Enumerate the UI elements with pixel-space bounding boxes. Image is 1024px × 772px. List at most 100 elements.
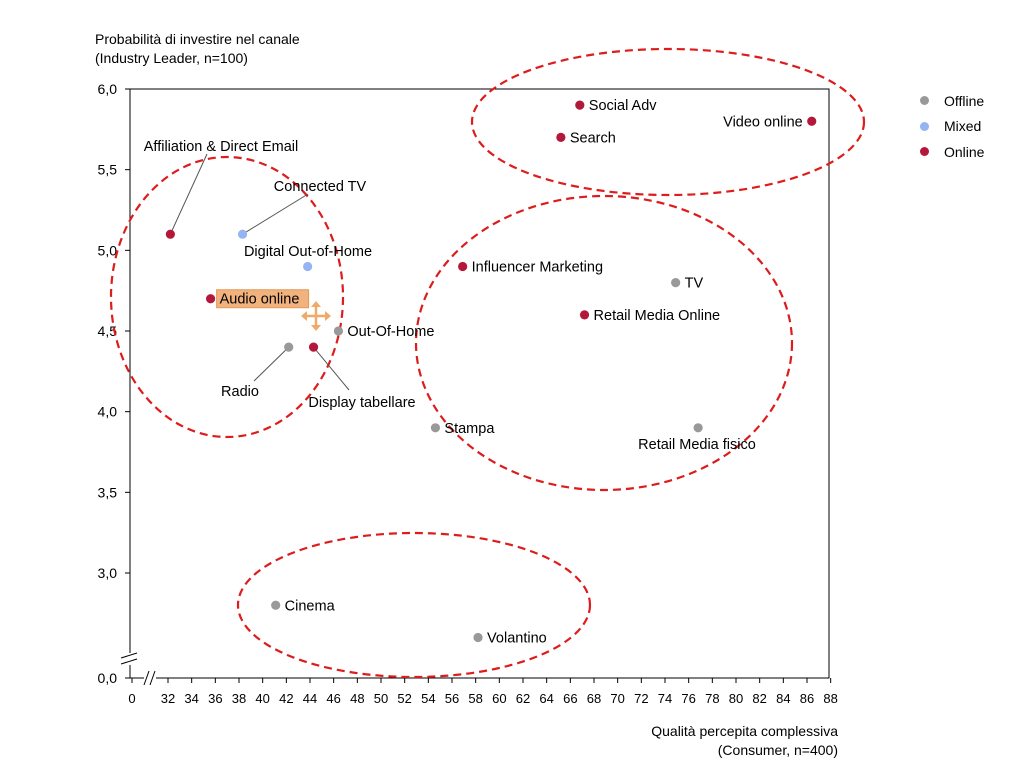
- x-tick-label: 62: [516, 691, 530, 706]
- x-axis-title-line2: (Consumer, n=400): [717, 742, 838, 758]
- data-point: [807, 116, 817, 126]
- point-label: Affiliation & Direct Email: [144, 139, 298, 155]
- x-tick-label: 70: [610, 691, 624, 706]
- y-axis-title-line1: Probabilità di investire nel canale: [95, 31, 300, 47]
- x-tick-label: 54: [421, 691, 435, 706]
- point-label: Display tabellare: [308, 395, 415, 411]
- data-point: [206, 294, 216, 304]
- y-axis-break-mark: [120, 658, 138, 665]
- label-highlight-box: [216, 289, 310, 309]
- leader-line: [253, 346, 290, 382]
- point-label: Cinema: [285, 598, 336, 614]
- x-axis-title-line1: Qualità percepita complessiva: [651, 723, 838, 739]
- y-tick-label: 4,5: [98, 323, 118, 339]
- data-point: [579, 310, 590, 320]
- data-point: [693, 423, 703, 433]
- x-axis-title: Qualità percepita complessiva (Consumer,…: [651, 722, 838, 760]
- data-point: [237, 229, 248, 239]
- data-point: [473, 632, 483, 643]
- leader-line: [313, 346, 350, 391]
- x-tick-label: 48: [350, 691, 364, 706]
- legend-marker-online: [920, 147, 929, 157]
- x-tick-label: 46: [326, 691, 340, 706]
- point-label: Search: [570, 130, 616, 146]
- point-label: Connected TV: [274, 179, 367, 195]
- data-point: [333, 326, 343, 336]
- x-tick-label: 32: [161, 691, 175, 706]
- y-axis-break-mark: [120, 652, 138, 659]
- point-label: Radio: [221, 384, 259, 400]
- cluster-ellipse: [414, 194, 794, 492]
- data-point: [308, 342, 319, 352]
- point-label: Social Adv: [589, 98, 657, 114]
- x-tick-label: 36: [208, 691, 222, 706]
- y-axis-title-line2: (Industry Leader, n=100): [95, 50, 248, 66]
- move-cursor-arrow: [301, 311, 307, 321]
- legend-item-online: Online: [920, 139, 984, 165]
- x-tick-label: 78: [705, 691, 719, 706]
- point-label: Influencer Marketing: [472, 259, 603, 275]
- y-tick-label: 3,5: [98, 484, 118, 500]
- x-tick-label: 60: [492, 691, 506, 706]
- point-label: Audio online: [220, 292, 300, 308]
- legend-marker-mixed: [920, 121, 929, 131]
- y-tick-label: 0,0: [98, 670, 118, 686]
- x-tick-label: 66: [563, 691, 577, 706]
- y-tick-label: 4,0: [98, 404, 118, 420]
- data-point: [284, 342, 294, 352]
- x-tick-label: 58: [468, 691, 482, 706]
- cluster-ellipse: [470, 47, 866, 197]
- x-tick-label: 0: [128, 691, 135, 706]
- x-axis-break-gap: [144, 670, 156, 686]
- x-axis-break-mark: [149, 670, 156, 686]
- point-label: Volantino: [487, 631, 547, 647]
- data-point: [458, 261, 468, 272]
- x-tick-label: 74: [658, 691, 672, 706]
- y-axis-title: Probabilità di investire nel canale (Ind…: [95, 30, 300, 68]
- x-tick-label: 80: [729, 691, 743, 706]
- plot-frame: [129, 88, 830, 679]
- x-tick-label: 52: [397, 691, 411, 706]
- data-point: [430, 423, 441, 433]
- y-axis-break-gap: [121, 653, 139, 665]
- x-tick-label: 68: [587, 691, 601, 706]
- x-tick-label: 50: [374, 691, 388, 706]
- move-cursor-arrow: [311, 301, 321, 307]
- legend-label-mixed: Mixed: [944, 118, 982, 135]
- leader-line: [169, 153, 208, 235]
- x-axis-break-mark: [143, 670, 150, 686]
- data-point: [671, 278, 681, 288]
- point-label: Digital Out-of-Home: [244, 244, 372, 260]
- y-tick-label: 3,0: [98, 565, 118, 581]
- x-tick-label: 88: [823, 691, 837, 706]
- point-label: Retail Media Online: [594, 308, 721, 324]
- legend-label-offline: Offline: [944, 92, 985, 109]
- move-cursor-icon: [301, 301, 331, 331]
- data-point: [165, 229, 175, 239]
- data-point: [556, 132, 566, 142]
- y-tick-label: 5,0: [98, 242, 118, 258]
- cluster-ellipse: [109, 155, 345, 439]
- x-tick-label: 86: [800, 691, 814, 706]
- data-point: [303, 261, 313, 272]
- point-label: TV: [685, 276, 704, 292]
- x-tick-label: 34: [184, 691, 198, 706]
- point-label: Stampa: [444, 421, 495, 437]
- data-point: [575, 100, 585, 110]
- leader-line: [242, 193, 309, 235]
- point-label: Retail Media fisico: [638, 437, 756, 453]
- y-tick-label: 6,0: [98, 81, 118, 97]
- point-label: Video online: [723, 114, 803, 130]
- cluster-ellipse: [236, 531, 592, 679]
- x-tick-label: 84: [776, 691, 790, 706]
- x-tick-label: 40: [255, 691, 269, 706]
- x-tick-label: 82: [752, 691, 766, 706]
- data-point: [271, 600, 281, 610]
- legend-label-online: Online: [944, 143, 985, 160]
- x-tick-label: 64: [539, 691, 553, 706]
- point-label: Out-Of-Home: [347, 324, 434, 340]
- x-tick-label: 56: [445, 691, 459, 706]
- legend-marker-offline: [920, 96, 929, 106]
- x-tick-label: 76: [681, 691, 695, 706]
